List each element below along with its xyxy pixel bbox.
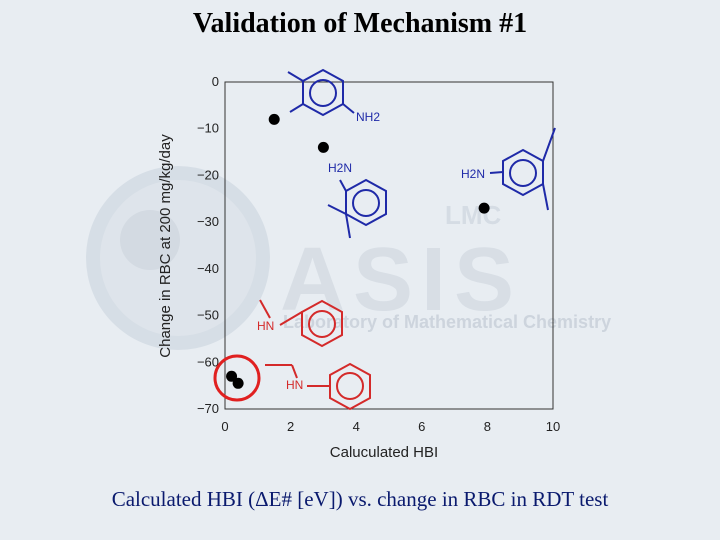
watermark-logo: LMC [445, 200, 502, 230]
x-tick-label-1: 2 [287, 419, 294, 434]
data-points [226, 113, 490, 389]
x-tick-label-5: 10 [546, 419, 560, 434]
y-tick-label-0: 0 [212, 74, 219, 89]
structure-label-nh2-1: NH2 [356, 110, 380, 124]
structure-dimethylaniline-2 [327, 178, 387, 239]
watermark-big-text: ASIS [280, 230, 522, 330]
structure-dimethylaniline-1 [287, 68, 355, 117]
y-tick-label-4: −40 [197, 261, 219, 276]
data-point-3 [226, 370, 238, 382]
structure-label-hn-1: HN [257, 319, 274, 333]
x-tick-label-2: 4 [353, 419, 360, 434]
highlight-circle [213, 354, 261, 402]
slide-title: Validation of Mechanism #1 [192, 8, 528, 39]
x-tick-label-3: 6 [418, 419, 425, 434]
y-tick-label-6: −60 [197, 354, 219, 369]
data-point-4 [232, 377, 244, 389]
x-axis-label: Caluculated HBI [330, 444, 438, 461]
data-point-2 [478, 202, 490, 214]
data-point-1 [317, 141, 329, 153]
slide-caption: Calculated HBI (ΔE# [eV]) vs. change in … [111, 487, 609, 511]
structure-dimethylaniline-3 [489, 127, 556, 211]
x-tick-label-4: 8 [484, 419, 491, 434]
plot-area [224, 81, 554, 410]
structure-n-ethylaniline [265, 362, 371, 411]
y-tick-label-5: −50 [197, 308, 219, 323]
structure-label-hn-2: HN [286, 378, 303, 392]
y-tick-label-3: −30 [197, 214, 219, 229]
y-tick-label-1: −10 [197, 121, 219, 136]
y-tick-label-2: −20 [197, 167, 219, 182]
y-tick-label-7: −70 [197, 401, 219, 416]
data-point-0 [268, 113, 280, 125]
axis-ticks: 0 2 4 6 8 10 0 −10 −20 −30 −40 −50 −60 −70 [197, 74, 560, 434]
watermark-sub-text: Laboratory of Mathematical Chemistry [283, 312, 611, 332]
x-tick-label-0: 0 [221, 419, 228, 434]
structure-n-methylaniline [259, 299, 343, 348]
y-axis-label: Change in RBC at 200 mg/kg/day [157, 134, 174, 358]
structure-label-h2n-2: H2N [328, 161, 352, 175]
structure-label-h2n-3: H2N [461, 167, 485, 181]
watermark: LMC ASIS Laboratory of Mathematical Chem… [86, 166, 611, 350]
